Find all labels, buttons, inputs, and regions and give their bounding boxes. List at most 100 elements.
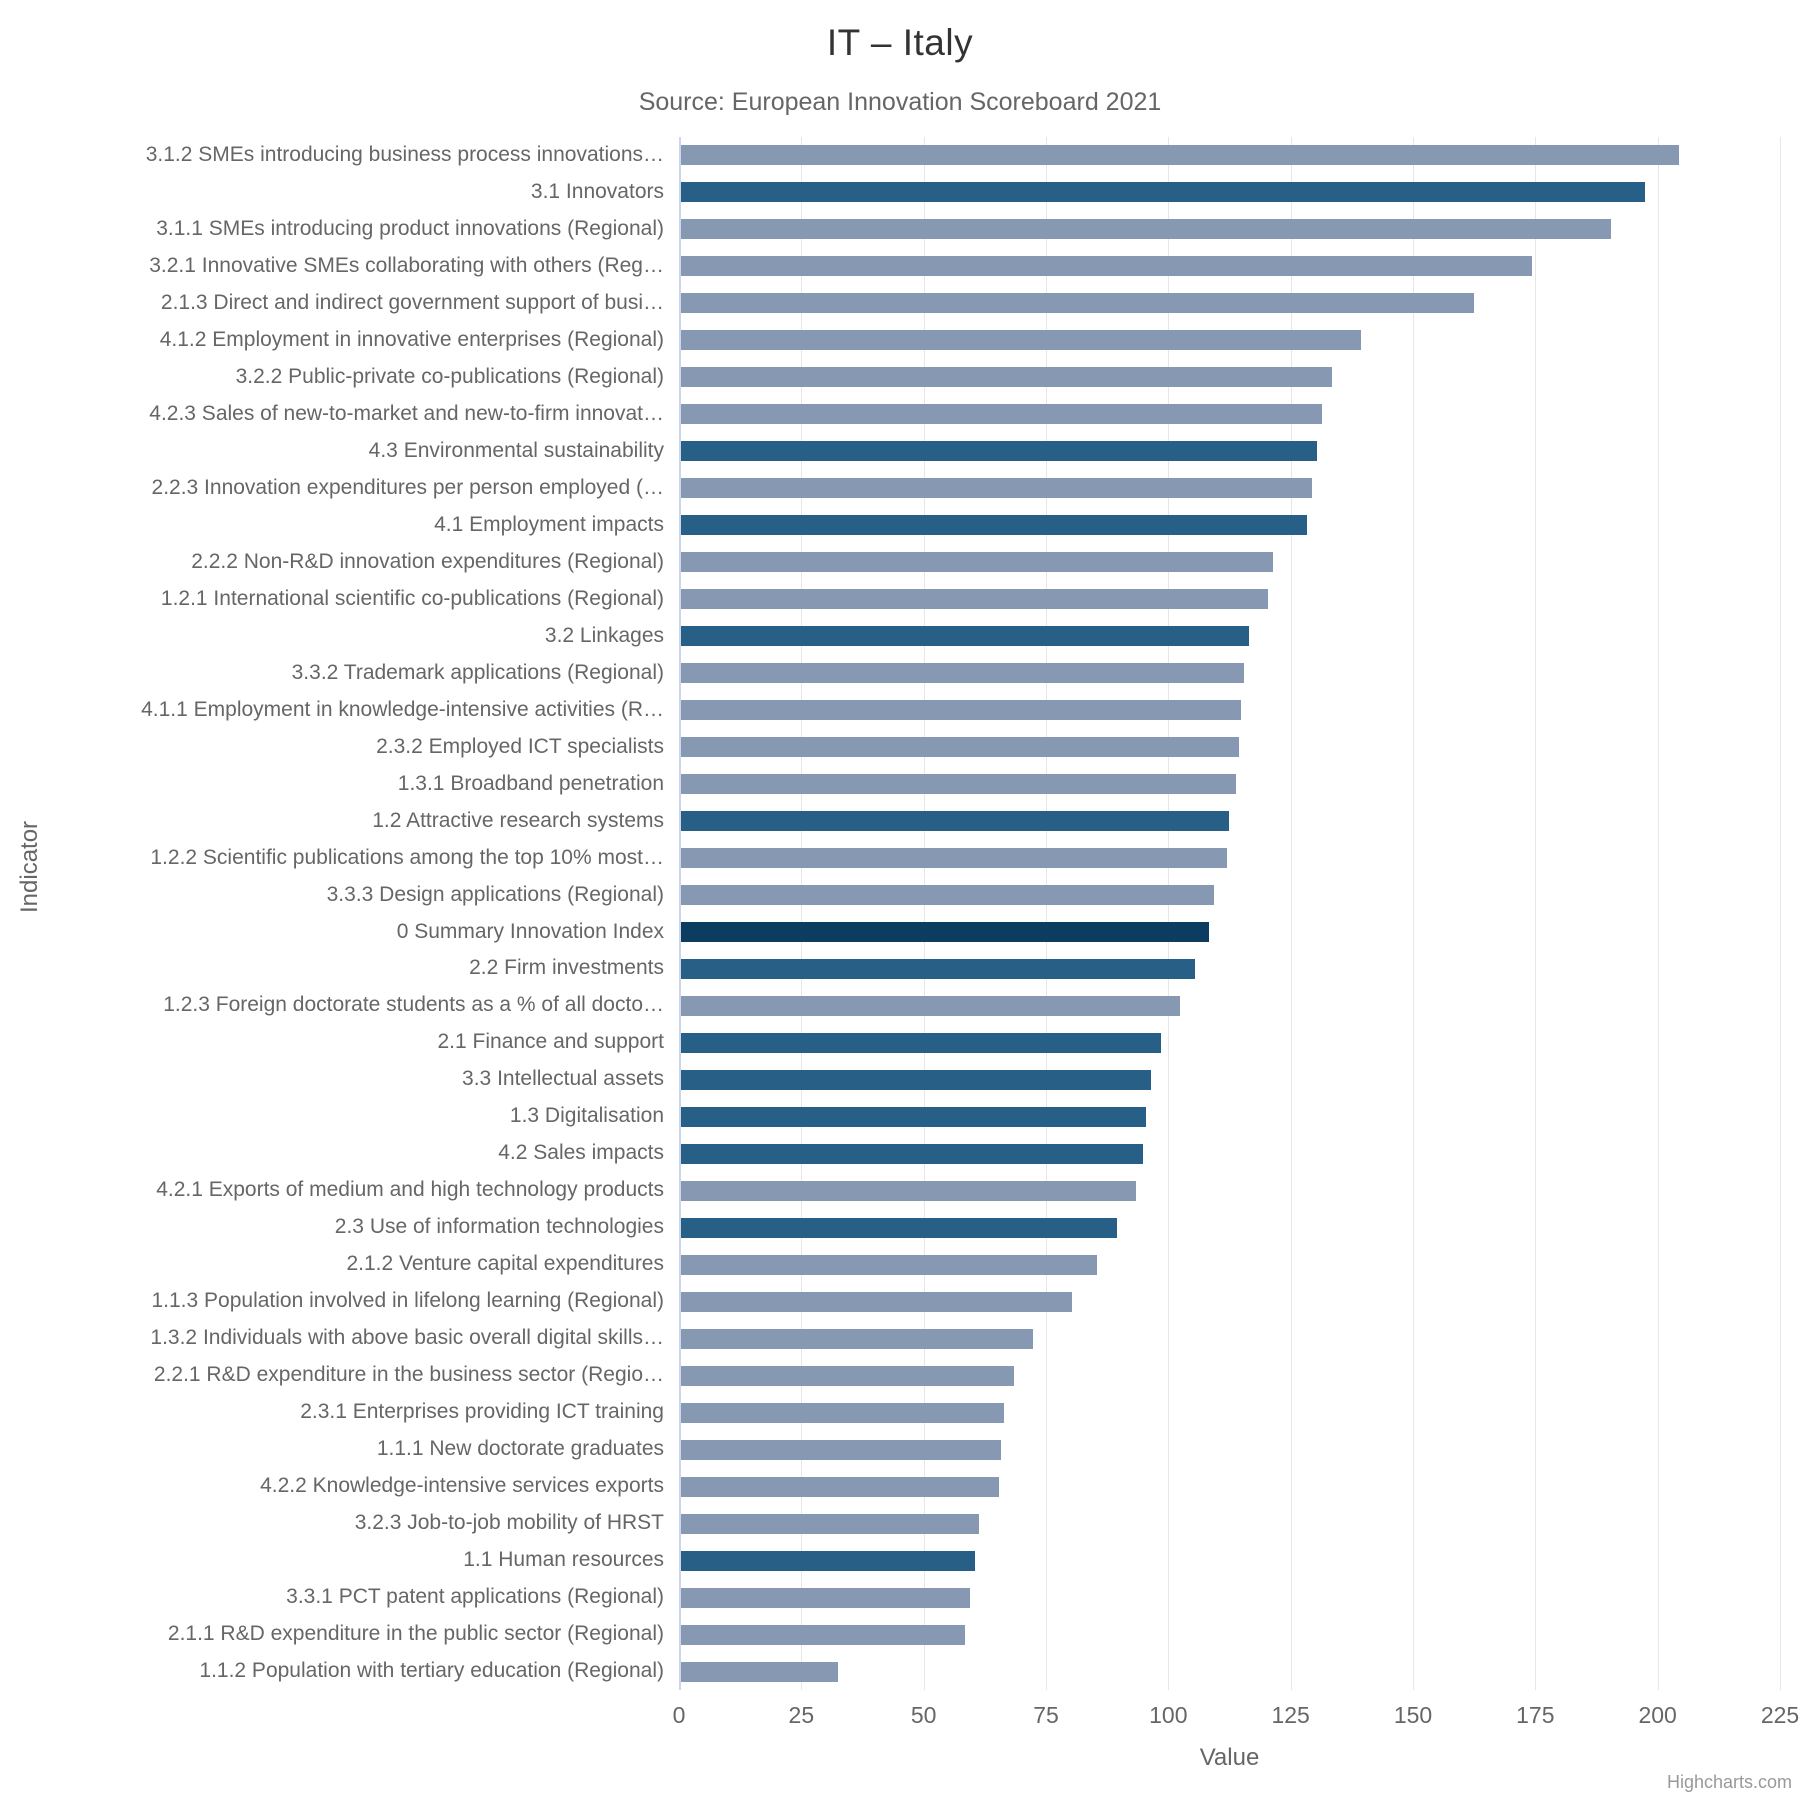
bar[interactable]: [681, 774, 1237, 795]
bar[interactable]: [681, 1254, 1097, 1275]
bar[interactable]: [681, 1291, 1073, 1312]
bar[interactable]: [681, 958, 1195, 979]
gridline: [923, 137, 925, 1690]
bar[interactable]: [681, 145, 1680, 166]
category-label: 3.2 Linkages: [544, 623, 664, 647]
category-label: 4.1.1 Employment in knowledge-intensive …: [141, 697, 664, 721]
category-label: 1.2.1 International scientific co-public…: [160, 586, 664, 610]
category-label: 1.3.1 Broadband penetration: [397, 771, 664, 795]
category-label: 3.1.1 SMEs introducing product innovatio…: [156, 216, 664, 240]
category-label: 2.1.2 Venture capital expenditures: [346, 1252, 664, 1276]
bar[interactable]: [681, 1143, 1144, 1164]
category-label: 2.3.1 Enterprises providing ICT training: [300, 1400, 664, 1424]
bar[interactable]: [681, 182, 1645, 203]
x-tick-label: 125: [1271, 1702, 1310, 1728]
category-label: 4.2.2 Knowledge-intensive services expor…: [260, 1474, 664, 1498]
category-label: 2.3 Use of information technologies: [334, 1215, 664, 1239]
gridline: [1535, 137, 1537, 1690]
x-tick-label: 0: [672, 1702, 686, 1728]
category-label: 1.3 Digitalisation: [509, 1104, 664, 1128]
category-label: 3.3 Intellectual assets: [462, 1067, 664, 1091]
x-tick-label: 25: [788, 1702, 815, 1728]
x-tick-label: 175: [1516, 1702, 1555, 1728]
category-label: 0 Summary Innovation Index: [396, 919, 664, 943]
category-label: 3.1.2 SMEs introducing business process …: [145, 143, 664, 166]
bar[interactable]: [681, 1439, 1001, 1460]
gridline: [1046, 137, 1047, 1690]
category-label: 4.2.1 Exports of medium and high technol…: [156, 1178, 664, 1202]
bar[interactable]: [681, 367, 1332, 388]
bar[interactable]: [681, 663, 1244, 684]
category-label: 4.3 Environmental sustainability: [368, 438, 664, 462]
bar[interactable]: [681, 256, 1533, 277]
bar[interactable]: [681, 1550, 975, 1571]
chart-title: IT – Italy: [826, 22, 974, 63]
x-tick-label: 75: [1033, 1702, 1059, 1728]
category-label: 1.1.3 Population involved in lifelong le…: [151, 1289, 664, 1313]
gridline: [1780, 137, 1781, 1690]
category-label: 4.2 Sales impacts: [498, 1141, 664, 1165]
bar[interactable]: [681, 219, 1611, 240]
bar[interactable]: [681, 515, 1308, 536]
category-label: 3.2.1 Innovative SMEs collaborating with…: [149, 253, 664, 277]
category-label: 2.1 Finance and support: [437, 1030, 665, 1054]
bar[interactable]: [681, 1180, 1137, 1201]
bar[interactable]: [681, 1032, 1161, 1053]
x-tick-label: 50: [910, 1702, 937, 1728]
bar[interactable]: [681, 404, 1323, 425]
x-tick-label: 225: [1760, 1702, 1800, 1728]
category-label: 2.2.3 Innovation expenditures per person…: [151, 475, 664, 499]
bar[interactable]: [681, 1624, 965, 1645]
plot-area: [679, 137, 1781, 1690]
highcharts-credit[interactable]: Highcharts.com: [1666, 1772, 1792, 1792]
category-label: 1.1.2 Population with tertiary education…: [199, 1659, 664, 1683]
category-label: 3.3.2 Trademark applications (Regional): [291, 660, 664, 684]
bar[interactable]: [681, 1217, 1117, 1238]
bar[interactable]: [681, 848, 1227, 869]
bar[interactable]: [681, 1365, 1014, 1386]
category-label: 3.3.3 Design applications (Regional): [326, 882, 664, 906]
category-label: 2.1.3 Direct and indirect government sup…: [160, 290, 664, 314]
gridline: [1657, 137, 1659, 1690]
bar[interactable]: [681, 1661, 838, 1682]
category-label: 4.1 Employment impacts: [434, 512, 664, 536]
bar[interactable]: [681, 1069, 1151, 1090]
bar[interactable]: [681, 1476, 1000, 1497]
bar[interactable]: [681, 700, 1242, 721]
bar[interactable]: [681, 811, 1230, 832]
bar[interactable]: [681, 1402, 1004, 1423]
category-label: 1.2.2 Scientific publications among the …: [150, 845, 664, 869]
x-tick-label: 200: [1638, 1702, 1677, 1728]
bar[interactable]: [681, 1513, 980, 1534]
bar[interactable]: [681, 885, 1215, 905]
gridline: [1168, 137, 1170, 1690]
bar[interactable]: [681, 737, 1239, 758]
category-axis-line: [679, 137, 681, 1690]
bar[interactable]: [681, 626, 1249, 647]
bar[interactable]: [681, 995, 1181, 1016]
bar[interactable]: [681, 1587, 970, 1608]
chart-subtitle: Source: European Innovation Scoreboard 2…: [638, 88, 1162, 116]
category-label: 1.3.2 Individuals with above basic overa…: [150, 1326, 664, 1350]
gridline: [1413, 137, 1414, 1690]
gridline: [801, 137, 803, 1690]
bar[interactable]: [681, 552, 1274, 573]
category-label: 4.1.2 Employment in innovative enterpris…: [159, 327, 664, 351]
bar[interactable]: [681, 441, 1318, 462]
gridline: [1290, 137, 1292, 1690]
x-tick-label: 100: [1149, 1702, 1188, 1728]
category-label: 3.3.1 PCT patent applications (Regional): [286, 1585, 664, 1609]
category-label: 1.1.1 New doctorate graduates: [376, 1437, 664, 1461]
bar[interactable]: [681, 1328, 1034, 1349]
bar[interactable]: [681, 1106, 1146, 1127]
category-label: 2.1.1 R&D expenditure in the public sect…: [167, 1622, 664, 1646]
category-label: 1.2 Attractive research systems: [372, 808, 664, 832]
bar[interactable]: [681, 293, 1474, 314]
bar[interactable]: [681, 921, 1210, 942]
bar[interactable]: [681, 330, 1362, 351]
x-tick-label: 150: [1393, 1702, 1433, 1728]
bar[interactable]: [681, 478, 1313, 499]
value-axis-labels: 0 25 50 75 100 125 150 175 200 225: [673, 1702, 1800, 1732]
bar[interactable]: [681, 589, 1269, 610]
